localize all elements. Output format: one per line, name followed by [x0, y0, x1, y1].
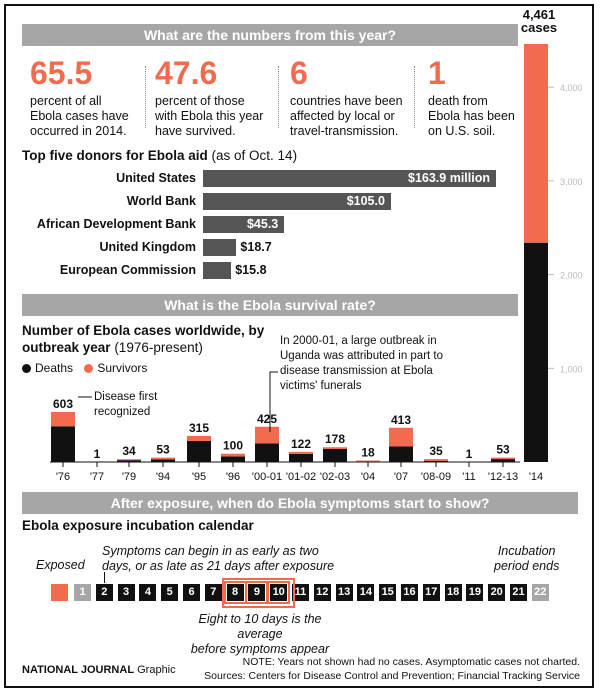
donor-bar — [203, 216, 284, 233]
calendar-day-3: 3 — [117, 584, 135, 601]
exposed-day-box — [51, 584, 68, 601]
big-bar-value: 4,461 — [522, 7, 556, 22]
cases-chart-subtitle: (1976-present) — [114, 340, 203, 355]
donor-name: World Bank — [126, 194, 196, 208]
annotation-first-recognized: Disease first recognized — [94, 391, 158, 418]
donor-name: United States — [116, 171, 196, 185]
calendar-day-15: 15 — [379, 584, 397, 601]
calendar-day-14: 14 — [357, 584, 375, 601]
note-symptoms-begin: Symptoms can begin in as early as two day… — [102, 544, 335, 573]
stat-survived: 47.6 percent of those with Ebola this yea… — [155, 56, 263, 139]
calendar-day-5: 5 — [161, 584, 179, 601]
graphic-frame — [4, 4, 594, 688]
stat-divider — [145, 66, 146, 128]
big-bar-label: 4,461 cases — [518, 8, 560, 34]
calendar-day-12: 12 — [313, 584, 331, 601]
donor-value: $105.0 — [346, 194, 385, 208]
donor-name: European Commission — [59, 263, 196, 277]
survivors-swatch — [84, 364, 94, 373]
calendar-day-7: 7 — [204, 584, 222, 601]
calendar-day-20: 20 — [488, 584, 506, 601]
donor-value: $18.7 — [240, 240, 272, 254]
stat-text: countries have been affected by local or t… — [290, 94, 403, 138]
exposure-banner: After exposure, when do Ebola symptoms s… — [22, 492, 578, 514]
stat-us-death: 1 death from Ebola has been on U.S. soil. — [428, 56, 515, 139]
average-bracket — [221, 578, 295, 608]
calendar-day-8: 8 — [223, 581, 247, 604]
stat-countries: 6 countries have been affected by local o… — [290, 56, 403, 139]
calendar-day-4: 4 — [139, 584, 157, 601]
incubation-title: Ebola exposure incubation calendar — [22, 518, 254, 533]
donor-value: $15.8 — [235, 263, 267, 277]
calendar-day-2: 2 — [95, 584, 113, 601]
stat-value: 6 — [290, 55, 308, 91]
note-incubation-ends: Incubation period ends — [494, 544, 560, 573]
calendar-day-9: 9 — [245, 581, 269, 604]
numbers-banner: What are the numbers from this year? — [22, 24, 518, 46]
calendar-day-18: 18 — [444, 584, 462, 601]
legend-survivors: Survivors — [84, 361, 147, 375]
calendar-day-11: 11 — [292, 584, 309, 601]
calendar-day-22: 22 — [531, 584, 549, 601]
exposed-label: Exposed — [36, 558, 85, 572]
stat-value: 1 — [428, 55, 446, 91]
deaths-swatch — [22, 364, 31, 373]
calendar-day-1: 1 — [74, 584, 91, 601]
chart-legend: Deaths Survivors — [22, 361, 147, 375]
footer-sources: Sources: Centers for Disease Control and… — [204, 670, 580, 682]
calendar-day-6: 6 — [183, 584, 200, 601]
symptom-start-leader — [103, 572, 105, 583]
calendar-day-19: 19 — [466, 584, 484, 601]
stat-text: percent of those with Ebola this year have… — [155, 94, 264, 138]
donor-bar — [203, 193, 391, 210]
note-average: Eight to 10 days is the average before sy… — [190, 612, 330, 656]
donor-name: African Development Bank — [36, 217, 196, 231]
stat-divider — [414, 66, 415, 128]
cases-chart-title: Number of Ebola cases worldwide, by outb… — [22, 323, 265, 355]
annotation-uganda: In 2000-01, a large outbreak in Uganda wa… — [280, 335, 444, 392]
stat-value: 65.5 — [30, 55, 93, 91]
calendar-day-21: 21 — [510, 584, 527, 601]
stat-cases-2014: 65.5 percent of all Ebola cases have occur… — [30, 56, 129, 139]
donor-name: United Kingdom — [99, 240, 196, 254]
survival-banner: What is the Ebola survival rate? — [22, 294, 518, 316]
stat-divider — [278, 66, 279, 128]
donor-value: $45.3 — [246, 217, 279, 231]
donor-bar — [203, 170, 496, 187]
donors-title: Top five donors for Ebola aid (as of Oct… — [22, 148, 298, 163]
big-bar-unit: cases — [520, 20, 558, 35]
calendar-day-16: 16 — [401, 584, 418, 601]
stat-text: percent of all Ebola cases have occurred i… — [30, 94, 129, 138]
donor-value: $163.9 million — [408, 171, 490, 185]
stat-text: death from Ebola has been on U.S. soil. — [428, 94, 515, 138]
calendar-day-17: 17 — [422, 584, 440, 601]
calendar-day-10: 10 — [267, 581, 291, 604]
legend-deaths: Deaths — [22, 361, 73, 375]
donor-bar — [203, 262, 232, 279]
calendar-day-13: 13 — [335, 584, 353, 601]
donor-bar — [203, 239, 237, 256]
donors-subtitle: (as of Oct. 14) — [211, 148, 298, 163]
footer-brand: NATIONAL JOURNAL Graphic — [22, 664, 176, 676]
stat-value: 47.6 — [155, 55, 218, 91]
footer-note: NOTE: Years not shown had no cases. Asym… — [242, 656, 580, 668]
